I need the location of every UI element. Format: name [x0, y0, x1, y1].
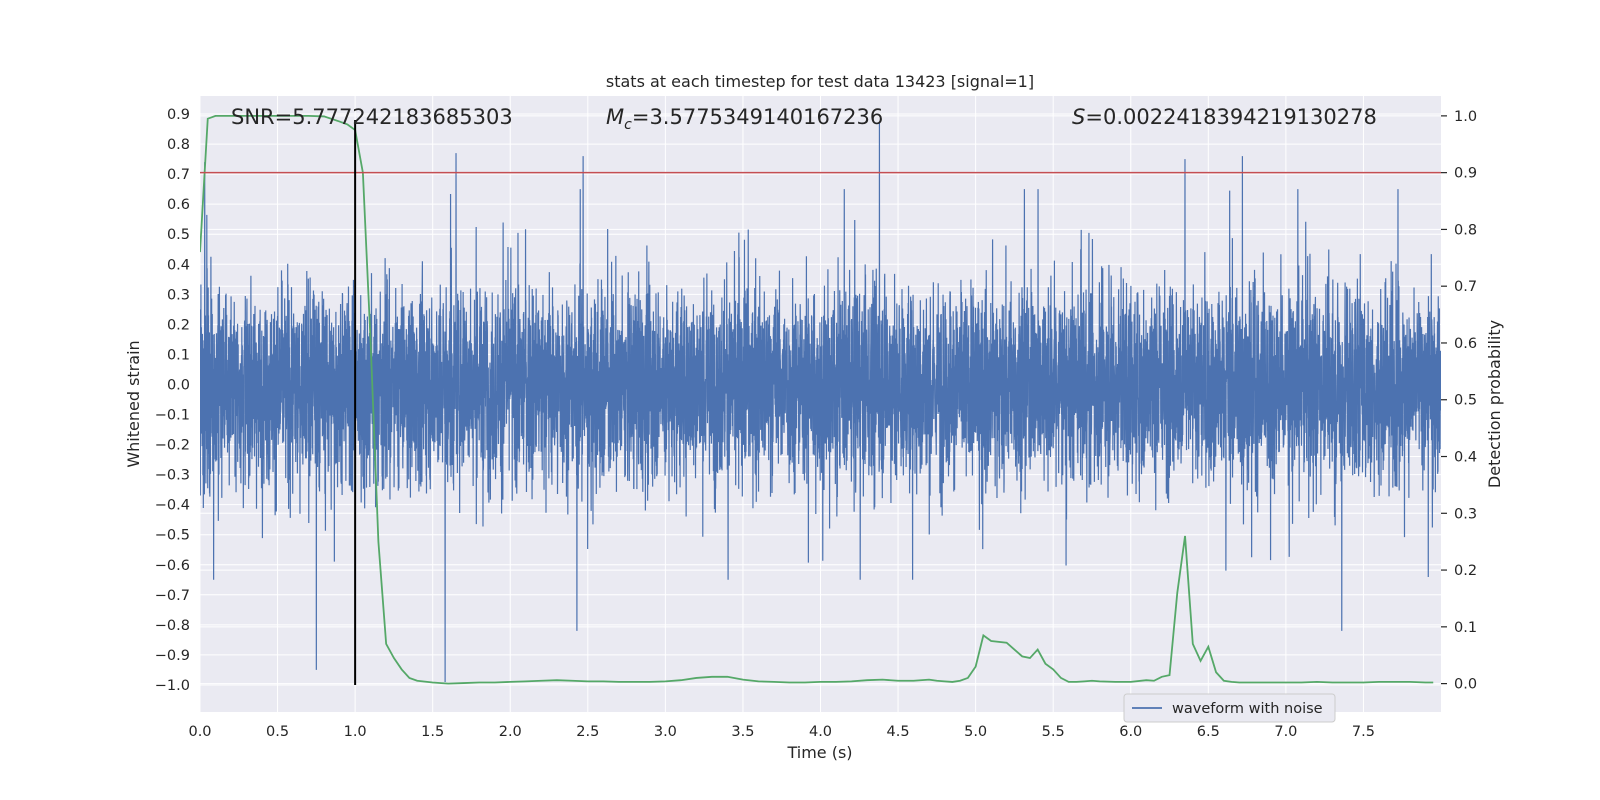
chirp-mass-subscript: c — [624, 117, 632, 133]
s-annotation: S=0.002241839421913027​8 — [1072, 105, 1377, 129]
y-right-tick-label: 0.0 — [1454, 677, 1477, 693]
y-left-tick-label: 0.5 — [167, 227, 190, 243]
s-value: 0.002241839421913027​8 — [1103, 105, 1377, 129]
y-left-axis-ticks: 0.9 0.8 0.7 0.6 0.5 0.4 0.3 0.2 0.1 0.0 −0.1 −0.2 −0… — [155, 107, 190, 694]
y-left-tick-label: −0.2 — [155, 438, 190, 454]
x-tick-label: 3.5 — [731, 724, 754, 740]
x-tick-label: 7.0 — [1274, 724, 1297, 740]
x-tick-label: 0.5 — [266, 724, 289, 740]
s-equals: = — [1085, 105, 1103, 129]
y-right-tick-label: 1.0 — [1454, 109, 1477, 125]
y-left-tick-label: 0.0 — [167, 377, 190, 393]
y-left-tick-label: −0.5 — [155, 528, 190, 544]
x-tick-label: 7.5 — [1352, 724, 1375, 740]
y-right-tick-label: 0.7 — [1454, 279, 1477, 295]
y-right-tick-label: 0.5 — [1454, 393, 1477, 409]
legend-box — [1123, 693, 1336, 723]
y-right-tick-label: 0.4 — [1454, 450, 1477, 466]
y-left-tick-label: 0.2 — [167, 317, 190, 333]
x-tick-label: 6.0 — [1119, 724, 1142, 740]
snr-prefix: SNR= — [231, 105, 292, 129]
probability-series-line — [200, 114, 1434, 685]
y-right-tick-label: 0.3 — [1454, 506, 1477, 522]
x-axis-ticks: 0.0 0.5 1.0 1.5 2.0 2.5 3.0 3.5 4.0 4.5 5.0 5.5 6.0 6… — [188, 724, 1375, 740]
x-tick-label: 4.5 — [887, 724, 910, 740]
y-left-tick-label: −1.0 — [155, 678, 190, 694]
chirp-mass-symbol: M — [606, 105, 624, 129]
snr-value: 5.777242183685303 — [292, 105, 512, 129]
y-left-tick-label: −0.7 — [155, 588, 190, 604]
x-tick-label: 6.5 — [1197, 724, 1220, 740]
y-left-tick-label: 0.3 — [167, 287, 190, 303]
y-right-tick-label: 0.8 — [1454, 222, 1477, 238]
waveform-series-line — [200, 123, 1441, 682]
y-right-axis-label: Detection probability — [1485, 320, 1504, 488]
y-left-tick-label: 0.9 — [167, 107, 190, 123]
y-left-tick-label: 0.1 — [167, 347, 190, 363]
y-left-tick-label: 0.4 — [167, 257, 190, 273]
y-right-tick-label: 0.1 — [1454, 620, 1477, 636]
x-tick-label: 2.5 — [576, 724, 599, 740]
x-tick-label: 3.0 — [654, 724, 677, 740]
legend-label-waveform: waveform with noise — [1172, 701, 1323, 717]
chirp-mass-value: 3.5775349140167236 — [649, 105, 883, 129]
x-tick-label: 2.0 — [499, 724, 522, 740]
y-left-tick-label: −0.1 — [155, 408, 190, 424]
y-left-tick-label: −0.8 — [155, 618, 190, 634]
snr-annotation: SNR=5.777242183685303 — [231, 105, 513, 129]
y-left-tick-label: 0.8 — [167, 137, 190, 153]
y-left-tick-label: 0.7 — [167, 167, 190, 183]
y-right-tick-label: 0.2 — [1454, 563, 1477, 579]
chirp-mass-equals: = — [632, 105, 650, 129]
x-tick-label: 1.5 — [421, 724, 444, 740]
y-right-tick-label: 0.9 — [1454, 166, 1477, 182]
y-right-axis-ticks: 1.0 0.9 0.8 0.7 0.6 0.5 0.4 0.3 0.2 0.1 0.0 — [1441, 109, 1477, 693]
x-tick-label: 0.0 — [188, 724, 211, 740]
y-left-tick-label: −0.9 — [155, 648, 190, 664]
y-right-tick-label: 0.6 — [1454, 336, 1477, 352]
y-left-tick-label: 0.6 — [167, 197, 190, 213]
s-symbol: S — [1072, 105, 1085, 129]
y-left-tick-label: −0.6 — [155, 558, 190, 574]
x-axis-label: Time (s) — [786, 743, 852, 762]
chart-title: stats at each timestep for test data 134… — [606, 72, 1034, 91]
y-left-tick-label: −0.4 — [155, 498, 190, 514]
y-left-tick-label: −0.3 — [155, 468, 190, 484]
x-tick-label: 5.0 — [964, 724, 987, 740]
x-tick-label: 1.0 — [344, 724, 367, 740]
y-left-axis-label: Whitened strain — [124, 340, 143, 467]
x-tick-label: 5.5 — [1042, 724, 1065, 740]
chirp-mass-annotation: Mc=3.5775349140167236 — [606, 105, 883, 133]
x-tick-label: 4.0 — [809, 724, 832, 740]
legend: waveform with noise — [1123, 693, 1336, 723]
